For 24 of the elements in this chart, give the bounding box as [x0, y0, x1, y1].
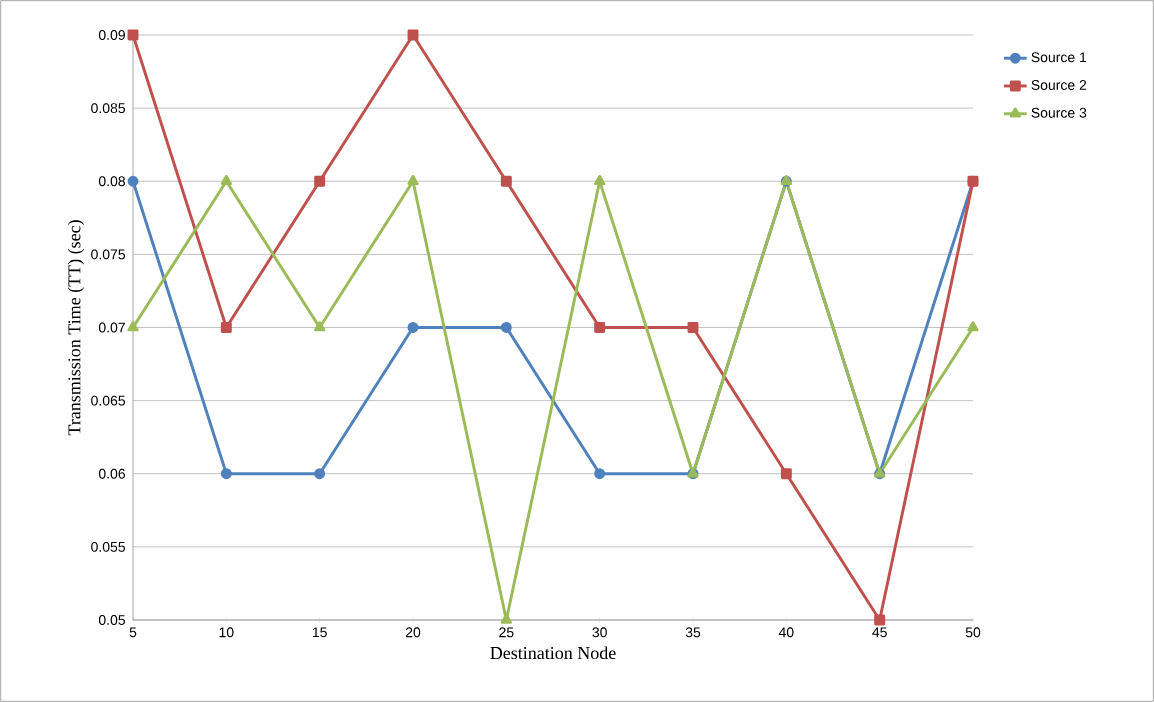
x-tick-label: 40 — [778, 627, 794, 638]
y-tick-label: 0.07 — [98, 322, 125, 333]
y-tick-label: 0.065 — [91, 395, 126, 406]
y-axis-title: Transmission Time (TT) (sec) — [67, 220, 85, 436]
y-tick-label: 0.055 — [91, 541, 126, 552]
x-tick-label: 5 — [129, 627, 137, 638]
y-tick-label: 0.06 — [98, 468, 126, 479]
x-tick-label: 10 — [219, 627, 234, 638]
y-tick-label: 0.08 — [98, 176, 126, 187]
x-tick-label: 25 — [499, 627, 514, 638]
x-tick-label: 20 — [405, 627, 421, 638]
x-tick-label: 35 — [685, 627, 701, 638]
x-axis-title: Destination Node — [490, 646, 616, 660]
x-tick-label: 45 — [872, 627, 887, 638]
x-tick-label: 50 — [965, 627, 981, 638]
y-tick-label: 0.075 — [91, 249, 126, 260]
y-tick-label: 0.05 — [98, 615, 126, 625]
x-tick-label: 30 — [592, 627, 607, 638]
y-tick-label: 0.09 — [98, 30, 125, 40]
legend-label: Source 3 — [1031, 107, 1087, 118]
legend-label: Source 2 — [1031, 80, 1087, 90]
x-tick-label: 15 — [312, 627, 327, 638]
y-tick-label: 0.085 — [91, 103, 126, 114]
legend-label: Source 1 — [1031, 52, 1087, 63]
